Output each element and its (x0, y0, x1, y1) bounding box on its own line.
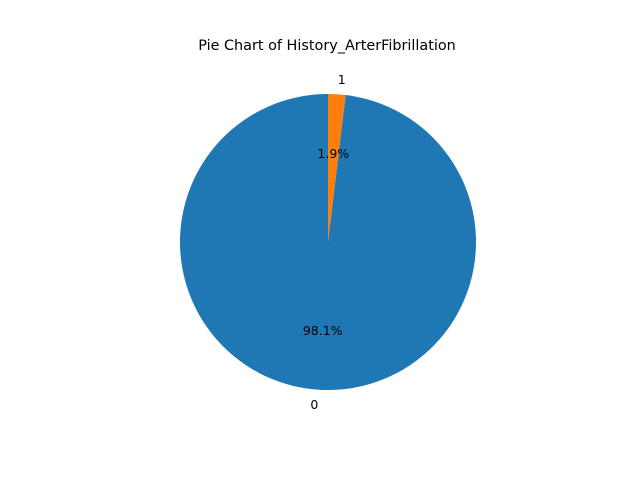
chart-title: Pie Chart of History_ArterFibrillation (198, 38, 456, 54)
percent-label-1: 1.9% (317, 146, 349, 161)
pie-slices (180, 94, 477, 390)
percent-label-0: 98.1% (303, 323, 343, 338)
slice-label-1: 1 (338, 72, 346, 87)
pie-slice-0 (180, 94, 477, 390)
pie-labels: 0 98.1% 1 1.9% (303, 72, 349, 412)
pie-slice-1 (328, 94, 346, 242)
slice-label-0: 0 (310, 397, 318, 412)
